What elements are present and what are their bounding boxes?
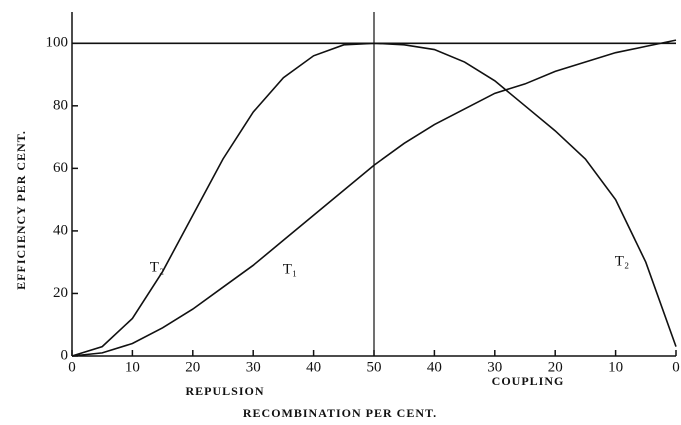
x-tick-label: 0	[68, 359, 76, 375]
region-label: REPULSION	[185, 384, 264, 398]
y-tick-label: 0	[61, 347, 69, 363]
y-tick-label: 60	[53, 160, 68, 176]
x-tick-label: 50	[367, 359, 382, 375]
x-tick-label: 0	[672, 359, 680, 375]
series-label: T₁	[283, 261, 297, 277]
y-tick-label: 40	[53, 222, 68, 238]
x-tick-label: 40	[427, 359, 442, 375]
x-tick-label: 20	[548, 359, 563, 375]
x-tick-label: 30	[246, 359, 261, 375]
x-axis-label: RECOMBINATION PER CENT.	[243, 406, 437, 420]
x-tick-label: 30	[487, 359, 502, 375]
y-tick-label: 80	[53, 97, 68, 113]
x-tick-label: 20	[185, 359, 200, 375]
y-axis-label: EFFICIENCY PER CENT.	[14, 130, 28, 290]
y-tick-label: 20	[53, 285, 68, 301]
x-tick-label: 40	[306, 359, 321, 375]
line-series	[71, 42, 677, 357]
x-tick-label: 10	[608, 359, 623, 375]
x-tick-label: 10	[125, 359, 140, 375]
series-label: T₂	[615, 253, 629, 269]
series-label: T₂	[150, 259, 164, 275]
y-tick-label: 100	[46, 35, 69, 51]
line-series	[71, 39, 677, 357]
region-label: COUPLING	[492, 374, 565, 388]
